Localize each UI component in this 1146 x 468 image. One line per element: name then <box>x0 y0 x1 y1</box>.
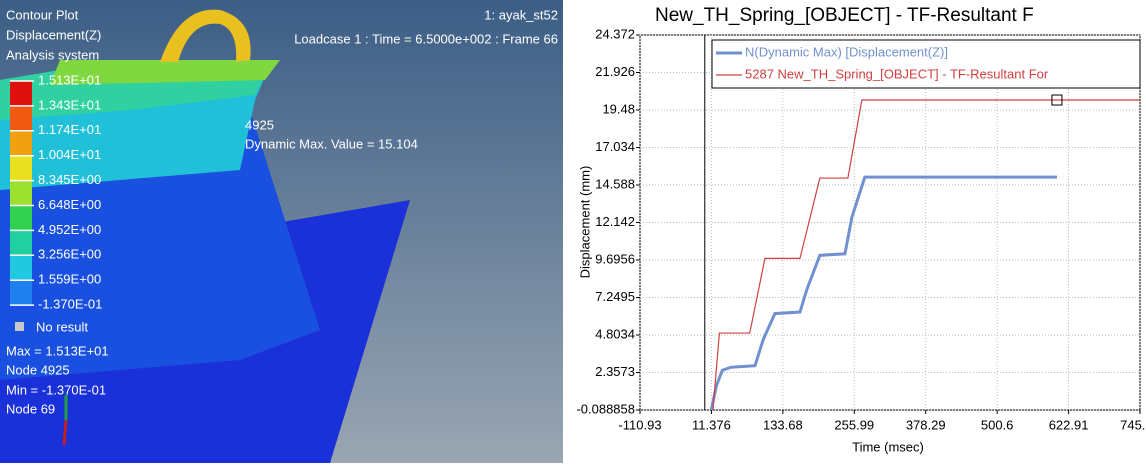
x-tick-label: 133.68 <box>763 417 803 432</box>
min: Min = -1.370E-01 <box>6 382 106 397</box>
node-tag: 4925 <box>245 117 274 132</box>
y-tick-label: 7.2495 <box>595 289 635 304</box>
chart: New_TH_Spring_[OBJECT] - TF-Resultant F … <box>576 5 1146 454</box>
y-tick-label: 17.034 <box>595 139 635 154</box>
legend-label: 6.648E+00 <box>38 197 101 212</box>
model-name: 1: ayak_st52 <box>484 7 558 22</box>
y-tick-label: 21.926 <box>595 64 635 79</box>
legend-swatch <box>10 105 32 131</box>
y-tick-label: 19.48 <box>602 101 635 116</box>
legend-label: 5287 New_TH_Spring_[OBJECT] - TF-Resulta… <box>745 66 1049 81</box>
legend-label: 1.343E+01 <box>38 97 101 112</box>
y-tick-label: 12.142 <box>595 214 635 229</box>
legend-box <box>711 39 1141 89</box>
y-tick-label: 9.6956 <box>595 251 635 266</box>
legend-label: N(Dynamic Max) [Displacement(Z)] <box>745 44 948 59</box>
legend-swatch <box>10 230 32 256</box>
x-tick-label: 622.91 <box>1049 417 1089 432</box>
y-tick-label: -0.088858 <box>576 401 635 416</box>
legend-swatch <box>10 155 32 181</box>
result-type: Displacement(Z) <box>6 27 101 42</box>
contour-viewer: Contour Plot Displacement(Z) Analysis sy… <box>0 0 563 463</box>
loadcase: Loadcase 1 : Time = 6.5000e+002 : Frame … <box>294 31 558 46</box>
legend-label: 1.174E+01 <box>38 122 101 137</box>
y-tick-label: 14.588 <box>595 176 635 191</box>
x-tick-label: 378.29 <box>906 417 946 432</box>
contour-legend: 1.513E+01 1.343E+01 1.174E+01 1.004E+01 8.34… <box>10 72 102 312</box>
x-axis-label: Time (msec) <box>852 439 924 454</box>
legend-label: 4.952E+00 <box>38 222 101 237</box>
legend-label: 1.513E+01 <box>38 72 101 87</box>
wall-top <box>50 60 280 85</box>
no-result-swatch <box>15 322 24 331</box>
legend-swatch <box>10 255 32 281</box>
legend-label: 1.559E+00 <box>38 272 101 287</box>
chart-title: New_TH_Spring_[OBJECT] - TF-Resultant F <box>655 5 1034 26</box>
dynamic-max: Dynamic Max. Value = 15.104 <box>245 136 418 151</box>
x-tick-label: 745.21 <box>1120 417 1146 432</box>
x-tick-label: 11.376 <box>692 417 731 432</box>
legend-label: -1.370E-01 <box>38 297 102 312</box>
y-tick-label: 24.372 <box>595 26 635 41</box>
system: Analysis system <box>6 47 99 62</box>
y-axis-label: Displacement (mm) <box>577 166 592 279</box>
series-line <box>712 99 1140 411</box>
y-tick-label: 2.3573 <box>595 364 635 379</box>
legend-label: 1.004E+01 <box>38 147 101 162</box>
x-tick-label: -110.93 <box>618 417 661 432</box>
legend-swatch <box>10 280 32 306</box>
legend-label: 3.256E+00 <box>38 247 101 262</box>
legend-swatch <box>10 180 32 206</box>
min-node: Node 69 <box>6 401 55 416</box>
arch <box>160 9 251 62</box>
end-marker <box>1051 94 1063 106</box>
no-result: No result <box>36 319 88 334</box>
max: Max = 1.513E+01 <box>6 343 109 358</box>
triad <box>62 419 68 446</box>
legend-swatch <box>10 81 32 106</box>
legend-label: 8.345E+00 <box>38 172 101 187</box>
series-line <box>709 175 1057 411</box>
legend-swatch <box>10 205 32 231</box>
viewer-title: Contour Plot <box>6 7 79 22</box>
y-tick-label: 4.8034 <box>595 326 635 341</box>
legend-swatch <box>10 130 32 156</box>
x-tick-label: 255.99 <box>834 417 874 432</box>
x-tick-label: 500.6 <box>981 417 1014 432</box>
max-node: Node 4925 <box>6 362 70 377</box>
